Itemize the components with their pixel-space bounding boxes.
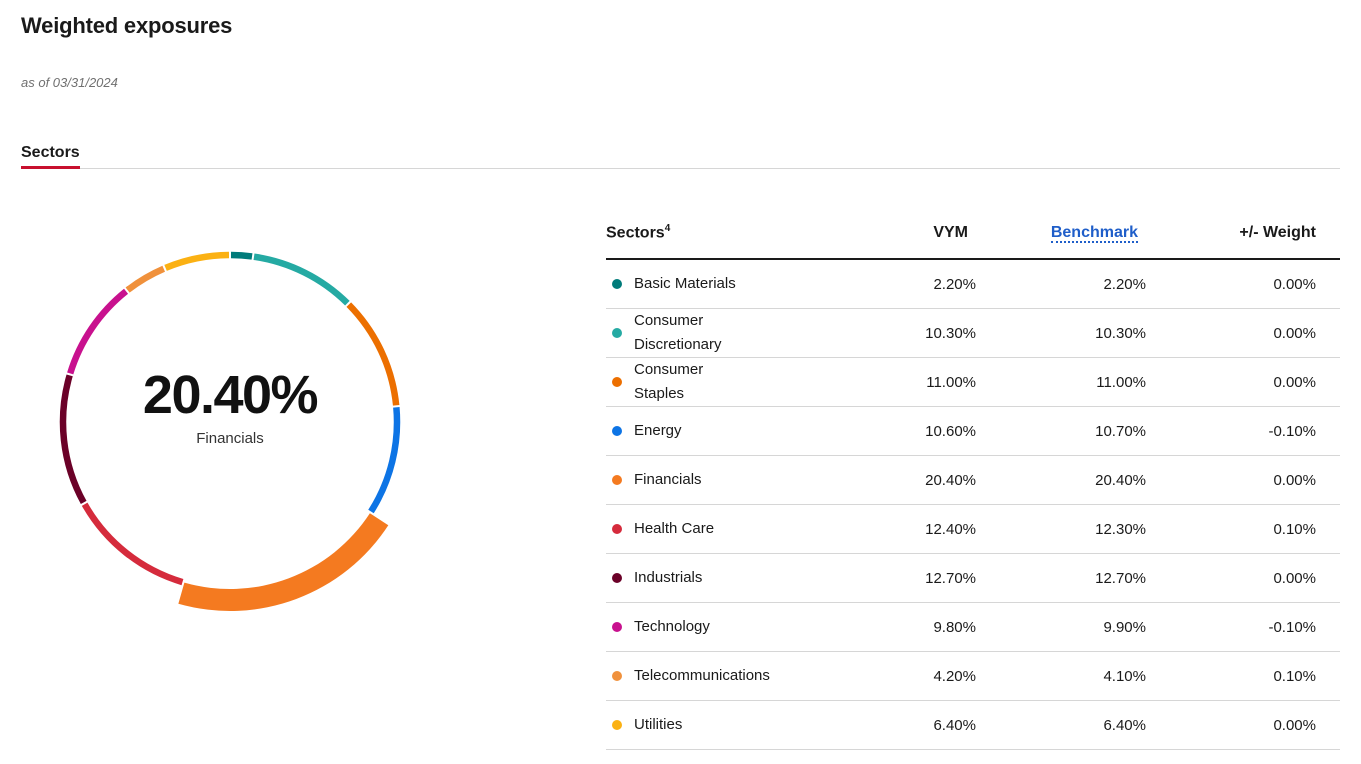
header-benchmark: Benchmark (976, 208, 1146, 260)
benchmark-weight: 12.70% (976, 553, 1146, 603)
benchmark-weight: 20.40% (976, 455, 1146, 505)
weight-diff: -0.10% (1146, 406, 1340, 456)
benchmark-weight: 11.00% (976, 357, 1146, 407)
sector-name-cell: Consumer Staples (606, 357, 806, 407)
sector-name: Telecommunications (634, 667, 770, 684)
header-weight-label: +/- Weight (1239, 224, 1316, 241)
weight-diff: 0.00% (1146, 259, 1340, 309)
weight-diff: 0.10% (1146, 651, 1340, 701)
header-fund-label: VYM (933, 224, 968, 241)
sector-name-cell: Basic Materials (606, 259, 806, 309)
fund-weight: 12.40% (806, 504, 976, 554)
donut-slice-telecommunications[interactable] (125, 265, 166, 293)
fund-weight: 2.20% (806, 259, 976, 309)
fund-weight: 10.30% (806, 308, 976, 358)
table-row: Telecommunications 4.20% 4.10% 0.10% (606, 651, 1340, 701)
table-header-row: Sectors4 VYM Benchmark +/- Weight (606, 208, 1340, 260)
benchmark-weight: 10.30% (976, 308, 1146, 358)
sector-color-dot (612, 671, 622, 681)
header-weight: +/- Weight (1146, 208, 1340, 260)
sector-name: Consumer Discretionary (634, 312, 722, 353)
fund-weight: 4.20% (806, 651, 976, 701)
donut-center-value: 20.40% (142, 365, 319, 425)
sector-name-cell: Technology (606, 602, 806, 652)
benchmark-link[interactable]: Benchmark (1050, 224, 1138, 243)
sector-name: Consumer Staples (634, 361, 704, 402)
fund-weight: 11.00% (806, 357, 976, 407)
benchmark-weight: 2.20% (976, 259, 1146, 309)
donut-slice-financials[interactable] (178, 513, 389, 611)
footnote-marker[interactable]: 4 (664, 223, 671, 235)
benchmark-weight: 10.70% (976, 406, 1146, 456)
donut-slice-consumer-staples[interactable] (346, 302, 400, 406)
table-row: Financials 20.40% 20.40% 0.00% (606, 455, 1340, 505)
weight-diff: 0.10% (1146, 504, 1340, 554)
weight-diff: -0.10% (1146, 602, 1340, 652)
sector-color-dot (612, 279, 622, 289)
donut-slice-utilities[interactable] (164, 251, 230, 271)
tab-sectors[interactable]: Sectors (21, 144, 80, 169)
sectors-table: Sectors4 VYM Benchmark +/- Weight Basic … (606, 208, 1340, 750)
sector-color-dot (612, 377, 622, 387)
fund-weight: 6.40% (806, 700, 976, 750)
sector-name-cell: Health Care (606, 504, 806, 554)
sector-name-cell: Energy (606, 406, 806, 456)
table-row: Basic Materials 2.20% 2.20% 0.00% (606, 259, 1340, 309)
sector-color-dot (612, 475, 622, 485)
fund-weight: 9.80% (806, 602, 976, 652)
sector-name: Energy (634, 422, 682, 439)
table-row: Health Care 12.40% 12.30% 0.10% (606, 504, 1340, 554)
table-row: Consumer Discretionary 10.30% 10.30% 0.00% (606, 308, 1340, 358)
sector-name-cell: Telecommunications (606, 651, 806, 701)
header-sectors-label: Sectors (606, 224, 665, 242)
table-row: Energy 10.60% 10.70% -0.10% (606, 406, 1340, 456)
sector-name: Industrials (634, 569, 703, 586)
header-sectors: Sectors4 (606, 208, 806, 260)
sector-name: Technology (634, 618, 710, 635)
donut-svg (59, 251, 401, 611)
sector-name-cell: Industrials (606, 553, 806, 603)
sector-color-dot (612, 524, 622, 534)
weight-diff: 0.00% (1146, 357, 1340, 407)
table-row: Industrials 12.70% 12.70% 0.00% (606, 553, 1340, 603)
sector-color-dot (612, 622, 622, 632)
donut-slice-energy[interactable] (368, 406, 401, 514)
benchmark-weight: 6.40% (976, 700, 1146, 750)
sector-color-dot (612, 573, 622, 583)
weight-diff: 0.00% (1146, 455, 1340, 505)
benchmark-weight: 12.30% (976, 504, 1146, 554)
benchmark-weight: 4.10% (976, 651, 1146, 701)
sector-name-cell: Financials (606, 455, 806, 505)
table-row: Consumer Staples 11.00% 11.00% 0.00% (606, 357, 1340, 407)
benchmark-weight: 9.90% (976, 602, 1146, 652)
page-title: Weighted exposures (21, 13, 233, 38)
fund-weight: 10.60% (806, 406, 976, 456)
sector-name: Financials (634, 471, 702, 488)
header-fund: VYM (806, 208, 976, 260)
sector-color-dot (612, 328, 622, 338)
donut-slice-consumer-discretionary[interactable] (253, 253, 350, 306)
donut-slice-industrials[interactable] (59, 374, 87, 505)
sector-name-cell: Consumer Discretionary (606, 308, 806, 358)
weight-diff: 0.00% (1146, 700, 1340, 750)
sector-name: Utilities (634, 716, 683, 733)
donut-slice-health-care[interactable] (81, 502, 184, 586)
sector-color-dot (612, 720, 622, 730)
table-row: Technology 9.80% 9.90% -0.10% (606, 602, 1340, 652)
donut-slice-technology[interactable] (67, 288, 129, 375)
weight-diff: 0.00% (1146, 553, 1340, 603)
sector-name: Basic Materials (634, 275, 736, 292)
tab-bar: Sectors (21, 144, 1340, 169)
as-of-date: as of 03/31/2024 (21, 75, 118, 90)
table-row: Utilities 6.40% 6.40% 0.00% (606, 700, 1340, 750)
fund-weight: 20.40% (806, 455, 976, 505)
fund-weight: 12.70% (806, 553, 976, 603)
donut-slice-basic-materials[interactable] (230, 251, 253, 260)
sector-donut-chart (50, 230, 410, 614)
sector-name: Health Care (634, 520, 715, 537)
sector-name-cell: Utilities (606, 700, 806, 750)
donut-center-label: Financials (196, 430, 264, 447)
weight-diff: 0.00% (1146, 308, 1340, 358)
sector-color-dot (612, 426, 622, 436)
